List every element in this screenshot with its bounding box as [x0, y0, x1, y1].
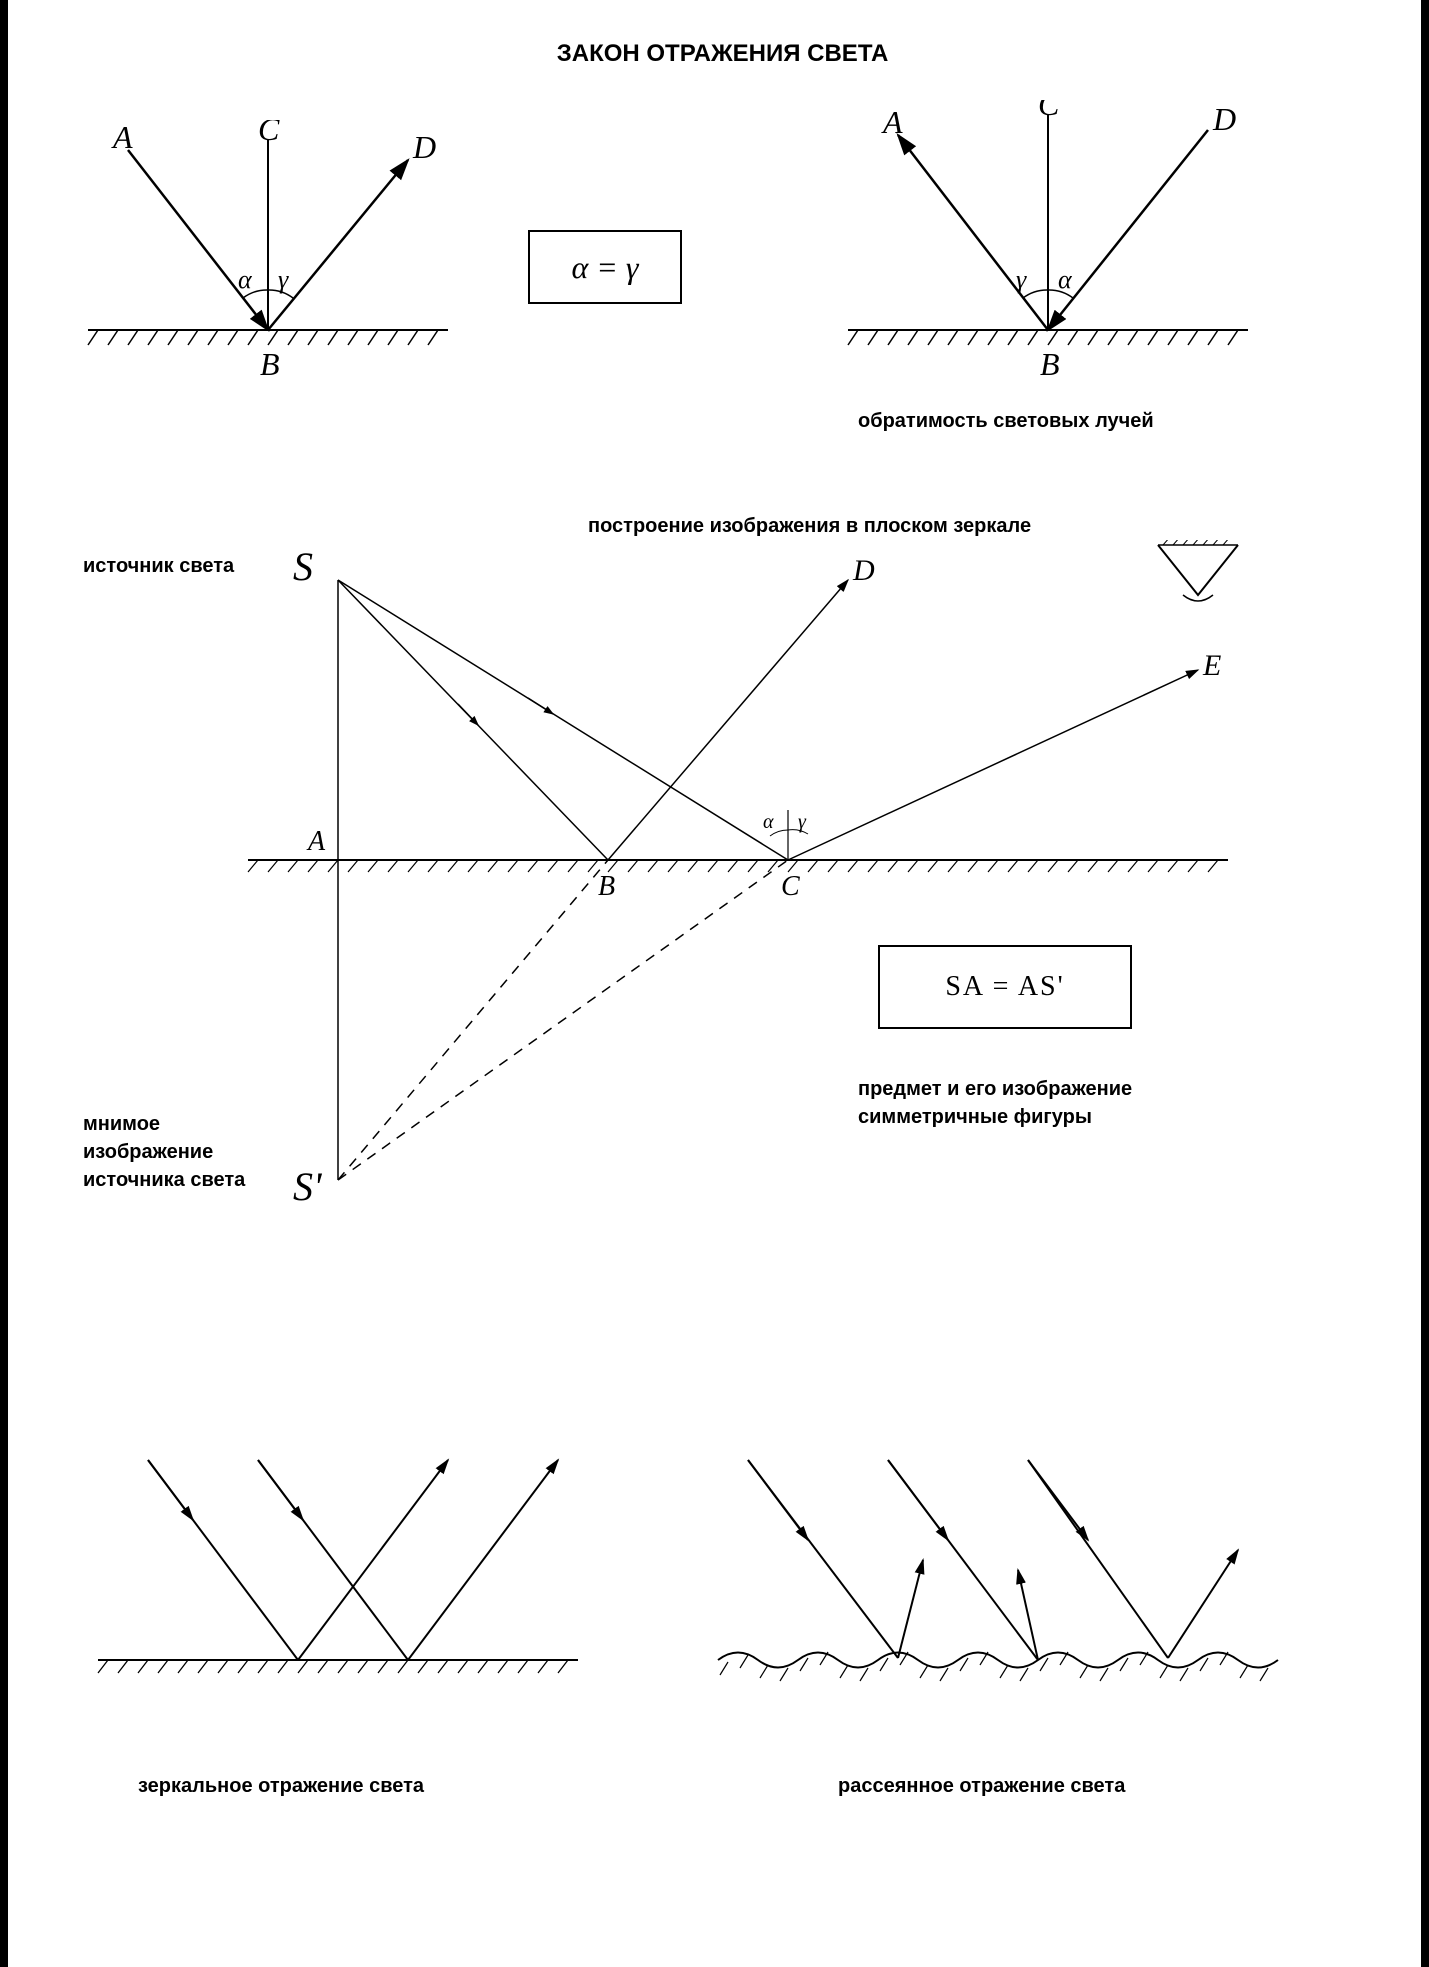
- formula-text: α = γ: [572, 249, 639, 286]
- svg-text:α: α: [763, 811, 774, 833]
- svg-text:γ: γ: [1016, 265, 1027, 294]
- svg-text:D: D: [852, 554, 875, 587]
- svg-text:B: B: [598, 871, 615, 902]
- svg-text:D: D: [1212, 101, 1236, 137]
- svg-text:α: α: [238, 265, 253, 294]
- diagram-diffuse: [708, 1440, 1288, 1720]
- diagram-reversibility: A C D B γ α: [838, 100, 1258, 390]
- formula-sa-text: SA = AS': [945, 971, 1064, 1003]
- diagram-specular: [88, 1440, 588, 1720]
- svg-text:B: B: [1040, 346, 1060, 382]
- page-title: ЗАКОН ОТРАЖЕНИЯ СВЕТА: [8, 40, 1429, 68]
- formula-alpha-gamma: α = γ: [528, 230, 682, 304]
- svg-text:B: B: [260, 346, 280, 382]
- svg-text:E: E: [1202, 649, 1221, 682]
- svg-text:C: C: [258, 120, 280, 147]
- caption-diffuse: рассеянное отражение света: [838, 1775, 1125, 1798]
- svg-text:A: A: [111, 120, 133, 155]
- label-symmetry: предмет и его изображение симметричные ф…: [858, 1075, 1132, 1131]
- svg-text:A: A: [306, 826, 326, 857]
- page: ЗАКОН ОТРАЖЕНИЯ СВЕТА: [0, 0, 1429, 1967]
- svg-text:S: S: [293, 544, 313, 589]
- svg-text:γ: γ: [278, 265, 289, 294]
- label-virtual: мнимое изображение источника света: [83, 1110, 245, 1194]
- svg-text:C: C: [781, 871, 800, 902]
- formula-sa-asp: SA = AS': [878, 945, 1132, 1029]
- caption-specular: зеркальное отражение света: [138, 1775, 424, 1798]
- svg-text:S': S': [293, 1164, 323, 1209]
- caption-reversibility: обратимость световых лучей: [858, 410, 1154, 433]
- caption-construction: построение изображения в плоском зеркале: [588, 515, 1031, 538]
- svg-text:A: A: [881, 104, 903, 140]
- svg-text:C: C: [1038, 100, 1060, 122]
- diagram-flat-mirror: S α γ S' A B C D E: [208, 540, 1308, 1260]
- diagram-reflection-basic: A C D B α γ: [78, 120, 458, 400]
- svg-text:γ: γ: [798, 811, 807, 833]
- svg-text:D: D: [412, 129, 436, 165]
- svg-text:α: α: [1058, 265, 1073, 294]
